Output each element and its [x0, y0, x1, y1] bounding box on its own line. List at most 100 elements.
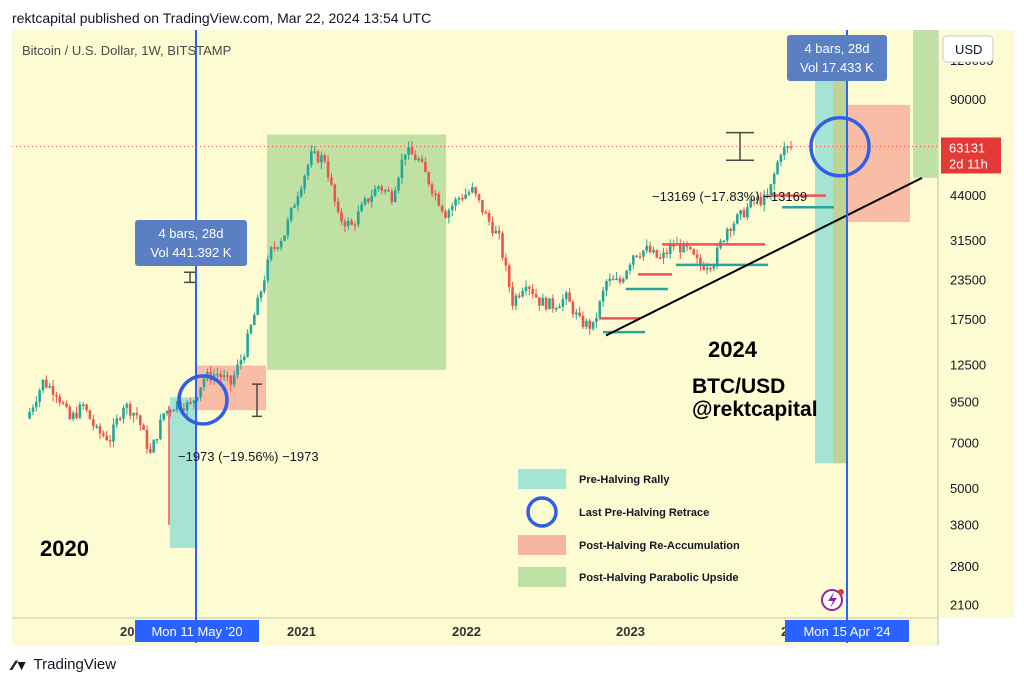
- candle-body: [702, 266, 706, 270]
- tradingview-brand: TradingView: [33, 656, 117, 673]
- measure-bracket-2020[interactable]: [252, 383, 262, 418]
- candle-body: [367, 198, 370, 202]
- candle-body: [65, 403, 68, 407]
- candle-body: [578, 312, 581, 316]
- candle-body: [323, 155, 327, 162]
- candle-body: [276, 247, 280, 249]
- candle-body: [279, 240, 283, 248]
- volume-label: Vol 17.433 K: [800, 60, 874, 75]
- y-tick-label: 90000: [950, 92, 986, 107]
- candle-body: [397, 178, 400, 191]
- candle-body: [427, 172, 431, 185]
- candle-body: [585, 320, 588, 327]
- candle-body: [672, 245, 675, 247]
- candle-body: [333, 184, 337, 202]
- candle-body: [45, 379, 48, 388]
- candle-body: [769, 184, 773, 198]
- candle-body: [299, 188, 303, 197]
- candle-body: [541, 297, 545, 306]
- currency-button[interactable]: [942, 35, 994, 63]
- current-price-value: 63131: [949, 140, 985, 155]
- candle-body: [695, 254, 699, 258]
- candle-body: [561, 298, 565, 307]
- chart-title: Bitcoin / U.S. Dollar, 1W, BITSTAMP: [22, 43, 231, 58]
- candle-body: [273, 247, 276, 249]
- bars-count-label: 4 bars, 28d: [804, 41, 869, 56]
- x-tick-label: 2: [781, 624, 788, 639]
- candle-body: [484, 212, 488, 214]
- legend-box-swatch: [518, 535, 566, 555]
- volume-label: Vol 441.392 K: [151, 245, 232, 260]
- candle-body: [152, 440, 155, 453]
- candle-body: [759, 196, 763, 205]
- candle-body: [138, 415, 142, 426]
- tradingview-footer[interactable]: ⁄⁄▼ TradingView: [12, 656, 116, 673]
- candle-body: [310, 151, 313, 166]
- candle-body: [487, 213, 491, 222]
- candle-body: [34, 401, 38, 408]
- candle-body: [635, 255, 638, 257]
- bars-range-bracket-2020[interactable]: [184, 271, 196, 284]
- candle-body: [581, 315, 585, 327]
- candle-body: [71, 412, 75, 419]
- candle-body: [51, 386, 55, 395]
- y-tick-label: 5000: [950, 481, 979, 496]
- candle-body: [444, 211, 447, 218]
- candle-body: [256, 297, 259, 315]
- retrace-circle-2024[interactable]: [809, 116, 871, 178]
- candle-body: [313, 151, 316, 153]
- legend-label: Post-Halving Re-Accumulation: [579, 540, 740, 552]
- candle-body: [253, 314, 256, 326]
- candle-body: [648, 245, 652, 253]
- candle-body: [48, 386, 52, 388]
- candle-body: [655, 249, 659, 258]
- rising-trendline[interactable]: [605, 176, 923, 337]
- candle-body: [115, 418, 119, 425]
- candle-body: [61, 402, 65, 405]
- candle-body: [202, 378, 206, 388]
- candle-body: [678, 243, 682, 253]
- candle-body: [705, 267, 709, 270]
- candle-body: [605, 281, 608, 291]
- retrace-circle-2020[interactable]: [177, 374, 229, 426]
- candle-body: [286, 220, 290, 236]
- candle-body: [692, 249, 696, 255]
- candle-body: [534, 294, 538, 298]
- candle-body: [326, 161, 330, 178]
- candle-body: [142, 425, 145, 430]
- y-tick-label: 23500: [950, 272, 986, 287]
- candle-body: [105, 435, 109, 441]
- date-badge-label: Mon 15 Apr '24: [803, 624, 890, 639]
- x-tick-label: 20: [120, 624, 134, 639]
- x-tick-label: 2021: [287, 624, 316, 639]
- candle-body: [621, 279, 625, 283]
- candle-body: [353, 224, 357, 227]
- candle-body: [363, 198, 367, 205]
- annotation-text: @rektcapital: [692, 398, 818, 421]
- candle-body: [595, 318, 598, 322]
- candle-body: [340, 211, 343, 222]
- price-axis[interactable]: [938, 30, 1014, 618]
- candle-body: [712, 265, 716, 269]
- candle-body: [699, 257, 702, 267]
- candle-body: [296, 196, 300, 206]
- candle-body: [460, 197, 464, 200]
- candle-body: [393, 190, 397, 202]
- candle-body: [373, 188, 377, 197]
- candle-body: [739, 210, 742, 215]
- candle-body: [175, 401, 179, 410]
- date-badge-label: Mon 11 May '20: [151, 624, 242, 639]
- candle-body: [638, 256, 642, 259]
- candle-body: [417, 158, 420, 161]
- candle-body: [108, 440, 112, 442]
- post-halving-parabolic-2020: [267, 134, 446, 370]
- candle-body: [652, 249, 655, 253]
- measure-label-2020: −1973 (−19.56%) −1973: [178, 449, 319, 464]
- y-tick-label: 44000: [950, 188, 986, 203]
- candle-body: [92, 419, 95, 427]
- candle-body: [112, 424, 115, 442]
- measure-bracket-2024[interactable]: [726, 131, 754, 161]
- candle-body: [407, 147, 410, 155]
- candle-body: [387, 189, 390, 192]
